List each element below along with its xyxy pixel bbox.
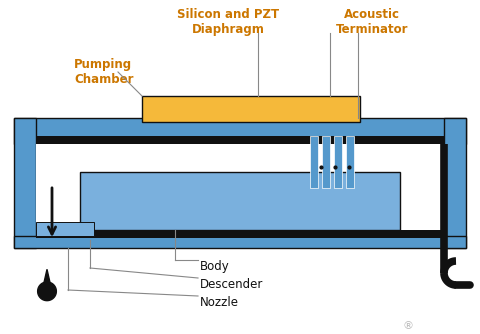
Bar: [14, 236, 466, 248]
Bar: [346, 136, 354, 188]
Bar: [322, 136, 330, 188]
Text: ®: ®: [403, 321, 413, 331]
Bar: [36, 230, 444, 238]
Text: Descender: Descender: [200, 278, 264, 291]
Text: Silicon and PZT
Diaphragm: Silicon and PZT Diaphragm: [177, 8, 279, 36]
Bar: [36, 136, 444, 144]
Bar: [444, 118, 466, 248]
Text: Pumping
Chamber: Pumping Chamber: [74, 58, 133, 86]
Bar: [142, 96, 360, 122]
Text: Nozzle: Nozzle: [200, 296, 239, 309]
Bar: [14, 118, 466, 144]
Bar: [36, 222, 94, 236]
Bar: [310, 136, 318, 188]
Bar: [14, 118, 36, 248]
Bar: [36, 136, 444, 238]
Text: Body: Body: [200, 260, 230, 273]
Polygon shape: [37, 282, 56, 301]
Bar: [80, 172, 400, 230]
Polygon shape: [44, 269, 50, 283]
Text: Acoustic
Terminator: Acoustic Terminator: [336, 8, 408, 36]
Bar: [334, 136, 342, 188]
